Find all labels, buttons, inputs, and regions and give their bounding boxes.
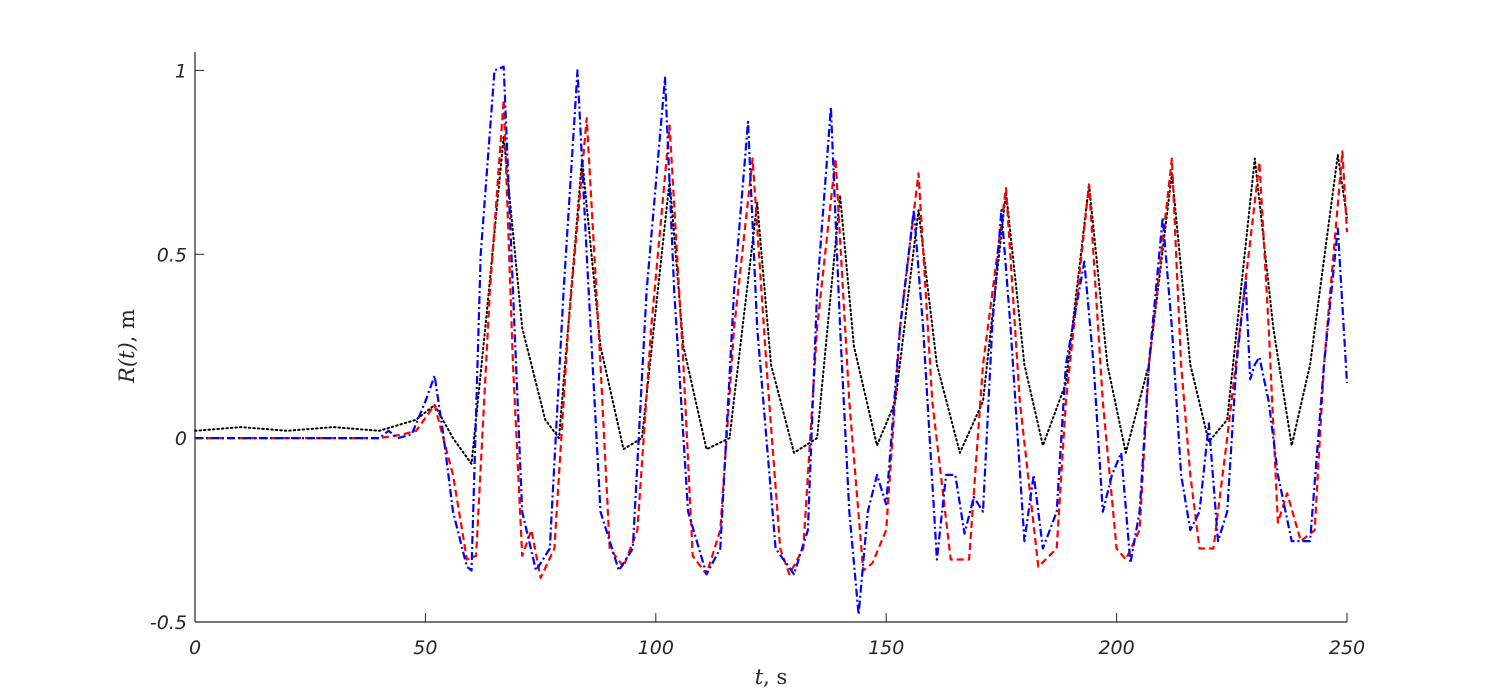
- x-axis-label: t, s: [755, 665, 788, 689]
- y-tick-label: 0.5: [157, 244, 187, 266]
- y-axis-label-unit: , m: [115, 309, 139, 342]
- series-line-dotted: [194, 135, 1348, 465]
- y-axis-label: R(t), m: [115, 309, 139, 384]
- series-line-dashdot: [195, 65, 1349, 616]
- y-tick-label: 1: [175, 60, 187, 82]
- x-tick-label: 150: [868, 637, 904, 659]
- x-tick-label: 200: [1098, 637, 1134, 659]
- x-tick-label: 250: [1329, 637, 1365, 659]
- x-axis-label-var: t: [755, 665, 764, 689]
- axes: [194, 52, 1347, 623]
- x-tick-label: 50: [413, 637, 437, 659]
- y-tick-label: -0.5: [150, 612, 187, 634]
- y-axis-label-var: R(t): [115, 342, 139, 384]
- x-axis-label-unit: , s: [763, 665, 787, 689]
- ticks: 0 50 100 150 200 250-0.500.51: [150, 60, 1365, 659]
- y-tick-label: 0: [175, 428, 187, 450]
- x-tick-label: 0: [189, 637, 201, 659]
- series-layer: [194, 65, 1349, 616]
- x-tick-label: 100: [638, 637, 674, 659]
- series-line-dashed: [195, 98, 1349, 580]
